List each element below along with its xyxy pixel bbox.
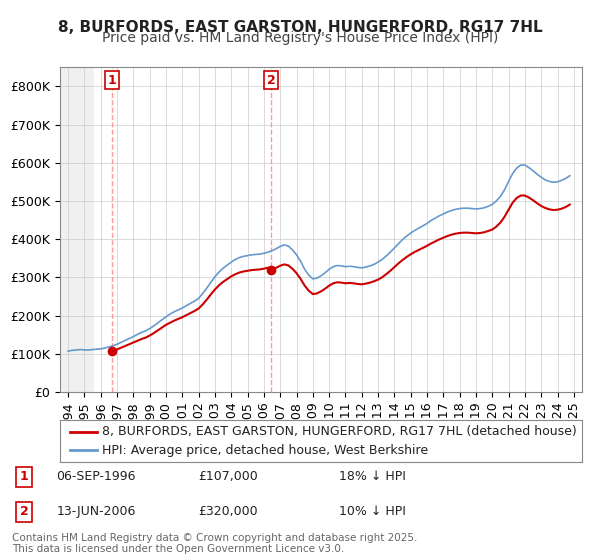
Text: 8, BURFORDS, EAST GARSTON, HUNGERFORD, RG17 7HL (detached house): 8, BURFORDS, EAST GARSTON, HUNGERFORD, R… [102, 425, 577, 438]
Text: 10% ↓ HPI: 10% ↓ HPI [338, 505, 406, 519]
Text: 2: 2 [267, 74, 275, 87]
Text: £107,000: £107,000 [198, 470, 258, 483]
Text: 18% ↓ HPI: 18% ↓ HPI [338, 470, 406, 483]
Text: 1: 1 [20, 470, 28, 483]
Text: Contains HM Land Registry data © Crown copyright and database right 2025.
This d: Contains HM Land Registry data © Crown c… [12, 533, 418, 554]
Text: £320,000: £320,000 [198, 505, 258, 519]
Text: 13-JUN-2006: 13-JUN-2006 [56, 505, 136, 519]
Text: 1: 1 [107, 74, 116, 87]
Text: HPI: Average price, detached house, West Berkshire: HPI: Average price, detached house, West… [102, 444, 428, 457]
Bar [60, 67, 92, 392]
Text: Price paid vs. HM Land Registry's House Price Index (HPI): Price paid vs. HM Land Registry's House … [102, 31, 498, 45]
Text: 8, BURFORDS, EAST GARSTON, HUNGERFORD, RG17 7HL: 8, BURFORDS, EAST GARSTON, HUNGERFORD, R… [58, 20, 542, 35]
Text: 2: 2 [20, 505, 28, 519]
Text: 06-SEP-1996: 06-SEP-1996 [56, 470, 136, 483]
